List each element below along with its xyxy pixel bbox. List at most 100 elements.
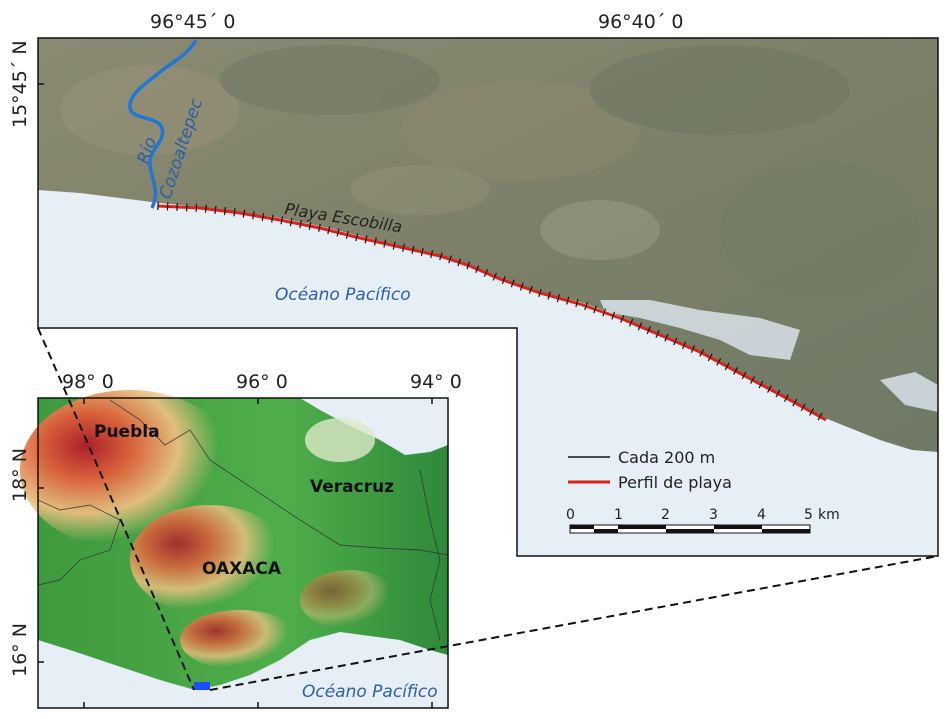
profile-tick	[817, 412, 823, 421]
legend: Cada 200 m Perfil de playa	[568, 448, 732, 492]
label-oaxaca: OAXACA	[202, 559, 282, 579]
profile-tick	[575, 299, 579, 308]
profile-tick	[783, 394, 789, 402]
profile-tick	[327, 226, 331, 235]
profile-tick	[439, 252, 443, 261]
scale-tick-3: 3	[709, 507, 718, 523]
profile-tick	[233, 208, 236, 217]
profile-tick	[528, 285, 533, 294]
profile-tick	[355, 233, 359, 242]
coastal-lagoon-2	[880, 372, 938, 412]
profile-tick	[611, 311, 616, 320]
profile-tick	[364, 235, 368, 244]
profile-tick	[593, 305, 598, 314]
profile-tick	[501, 276, 506, 285]
profile-tick	[242, 209, 246, 218]
profile-tick	[758, 380, 764, 389]
profile-tick	[724, 362, 730, 371]
river	[128, 39, 198, 209]
profile-tick	[204, 204, 207, 213]
main-ocean-label: Océano Pacífico	[275, 285, 411, 305]
profile-tick	[214, 205, 217, 214]
profile-tick	[584, 302, 588, 311]
land-texture	[60, 45, 920, 300]
profile-ticks	[157, 201, 823, 421]
profile-tick	[299, 220, 302, 229]
profile-tick	[741, 371, 747, 380]
profile-tick	[483, 269, 489, 277]
profile-tick	[767, 385, 772, 393]
profile-tick	[628, 318, 634, 327]
profile-tick	[775, 389, 781, 398]
legend-label-profile: Perfil de playa	[618, 473, 732, 492]
profile-tick	[261, 212, 265, 222]
inset-frame	[37, 397, 449, 709]
profile-tick	[716, 358, 722, 366]
profile-tick	[411, 245, 415, 254]
study-area-marker	[194, 682, 210, 690]
inset-coord-top-2: 96° 0	[236, 371, 288, 393]
scale-tick-1: 1	[614, 507, 623, 523]
inset-coord-left-2: 16° N	[9, 623, 31, 677]
zoom-connectors	[37, 327, 939, 691]
profile-tick	[271, 214, 274, 223]
scale-tick-5: 5	[804, 507, 813, 523]
label-veracruz: Veracruz	[310, 477, 394, 497]
profile-tick	[345, 230, 349, 239]
profile-tick	[750, 376, 755, 384]
inset-coord-top-1: 98° 0	[62, 371, 114, 393]
profile-tick	[510, 279, 515, 288]
inset-boundaries	[37, 399, 449, 641]
profile-tick	[681, 341, 687, 350]
profile-tick	[602, 308, 607, 317]
coastal-lagoon	[600, 300, 800, 360]
profile-tick	[402, 243, 405, 252]
profile-tick	[448, 255, 452, 264]
profile-tick	[289, 218, 293, 227]
profile-tick	[556, 294, 561, 303]
main-map: 96°45´ 0 96°40´ 0 15°45´ N Río Cozoaltep…	[9, 11, 939, 557]
scale-tick-2: 2	[661, 507, 670, 523]
profile-tick	[392, 241, 396, 250]
inset-coord-top-3: 94° 0	[410, 371, 462, 393]
coord-top-1: 96°45´ 0	[150, 11, 235, 33]
profile-tick	[538, 288, 542, 297]
profile-tick	[646, 326, 651, 335]
profile-tick	[457, 258, 462, 267]
profile-tick	[308, 221, 312, 231]
profile-tick	[383, 239, 387, 248]
inset-ticks	[38, 398, 433, 708]
profile-tick	[733, 367, 738, 375]
profile-tick	[792, 398, 798, 407]
scale-tick-0: 0	[566, 507, 575, 523]
legend-label-ticks: Cada 200 m	[618, 448, 715, 467]
profile-tick	[566, 296, 570, 305]
profile-tick	[466, 261, 471, 270]
profile-tick	[519, 282, 524, 291]
inset-coord-left-1: 18° N	[9, 448, 31, 502]
profile-tick	[280, 216, 284, 225]
profile-tick	[655, 330, 660, 338]
profile-tick	[547, 291, 551, 300]
coord-top-2: 96°40´ 0	[598, 11, 683, 33]
profile-tick	[690, 345, 696, 353]
profile-tick	[673, 337, 678, 346]
profile-tick	[373, 237, 377, 246]
profile-tick	[475, 265, 480, 274]
beach-profile-line	[157, 204, 827, 422]
profile-tick	[620, 315, 625, 323]
profile-tick	[809, 408, 815, 416]
inset-relief	[20, 390, 400, 670]
inset-ocean-label: Océano Pacífico	[302, 682, 438, 702]
profile-tick	[420, 247, 424, 257]
scale-unit: km	[818, 507, 840, 523]
inset-map: 98° 0 96° 0 94° 0 18° N 16° N Puebla Ver…	[9, 371, 462, 709]
profile-tick	[707, 353, 713, 362]
profile-tick	[637, 322, 643, 331]
label-puebla: Puebla	[94, 422, 160, 442]
profile-tick	[223, 207, 227, 216]
profile-tick	[800, 403, 806, 412]
profile-tick	[318, 223, 321, 232]
profile-tick	[336, 228, 340, 237]
